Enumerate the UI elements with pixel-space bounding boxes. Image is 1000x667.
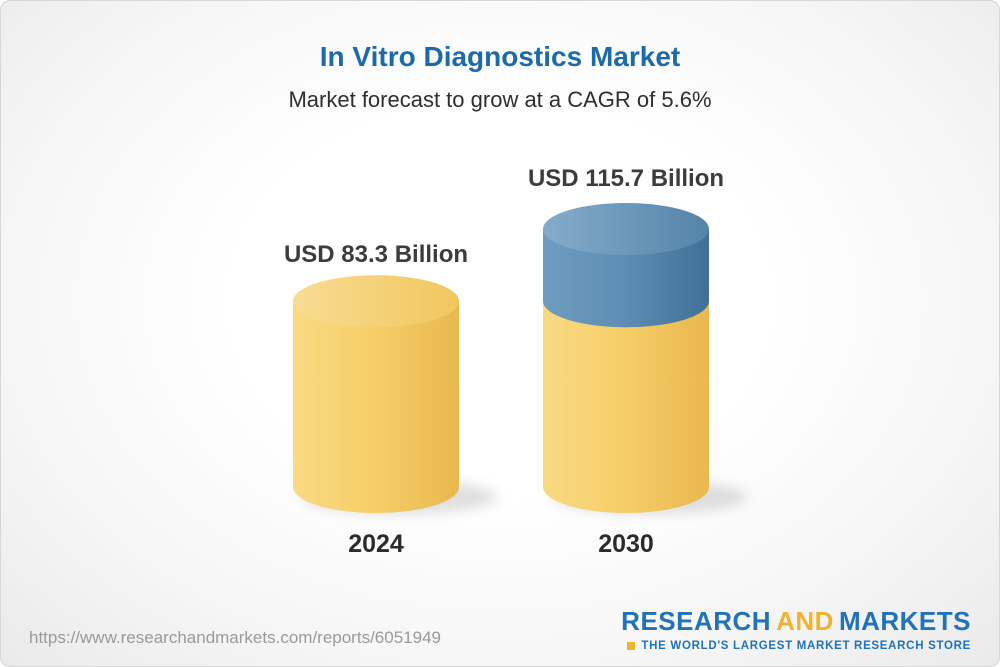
logo-word-and: AND — [776, 606, 834, 636]
logo-word-research: RESEARCH — [621, 606, 772, 636]
company-logo: RESEARCH AND MARKETS THE WORLD'S LARGEST M… — [621, 606, 971, 652]
value-label-2024: USD 83.3 Billion — [283, 241, 469, 268]
cylinder-chart — [293, 202, 747, 514]
axis-label-2030: 2030 — [598, 530, 654, 558]
cylinder-2024-body — [293, 301, 459, 513]
cylinder-2030-growth — [543, 228, 709, 328]
value-label-2030: USD 115.7 Billion — [527, 165, 725, 192]
cylinder-2030-top — [543, 202, 709, 255]
cylinder-2024-top — [293, 275, 459, 328]
axis-label-2024: 2024 — [348, 530, 404, 558]
logo-square-icon — [627, 642, 636, 650]
chart-title: In Vitro Diagnostics Market — [319, 41, 681, 72]
logo-tagline-text: THE WORLD'S LARGEST MARKET RESEARCH STOR… — [641, 640, 971, 652]
cylinder-2030-base — [543, 301, 709, 513]
report-url-link[interactable]: https://www.researchandmarkets.com/repor… — [29, 628, 441, 647]
logo-word-markets: MARKETS — [838, 606, 971, 636]
logo-wordmark: RESEARCH AND MARKETS — [621, 606, 971, 637]
chart-subtitle: Market forecast to grow at a CAGR of 5.6… — [288, 87, 712, 112]
logo-tagline: THE WORLD'S LARGEST MARKET RESEARCH STOR… — [621, 640, 971, 652]
